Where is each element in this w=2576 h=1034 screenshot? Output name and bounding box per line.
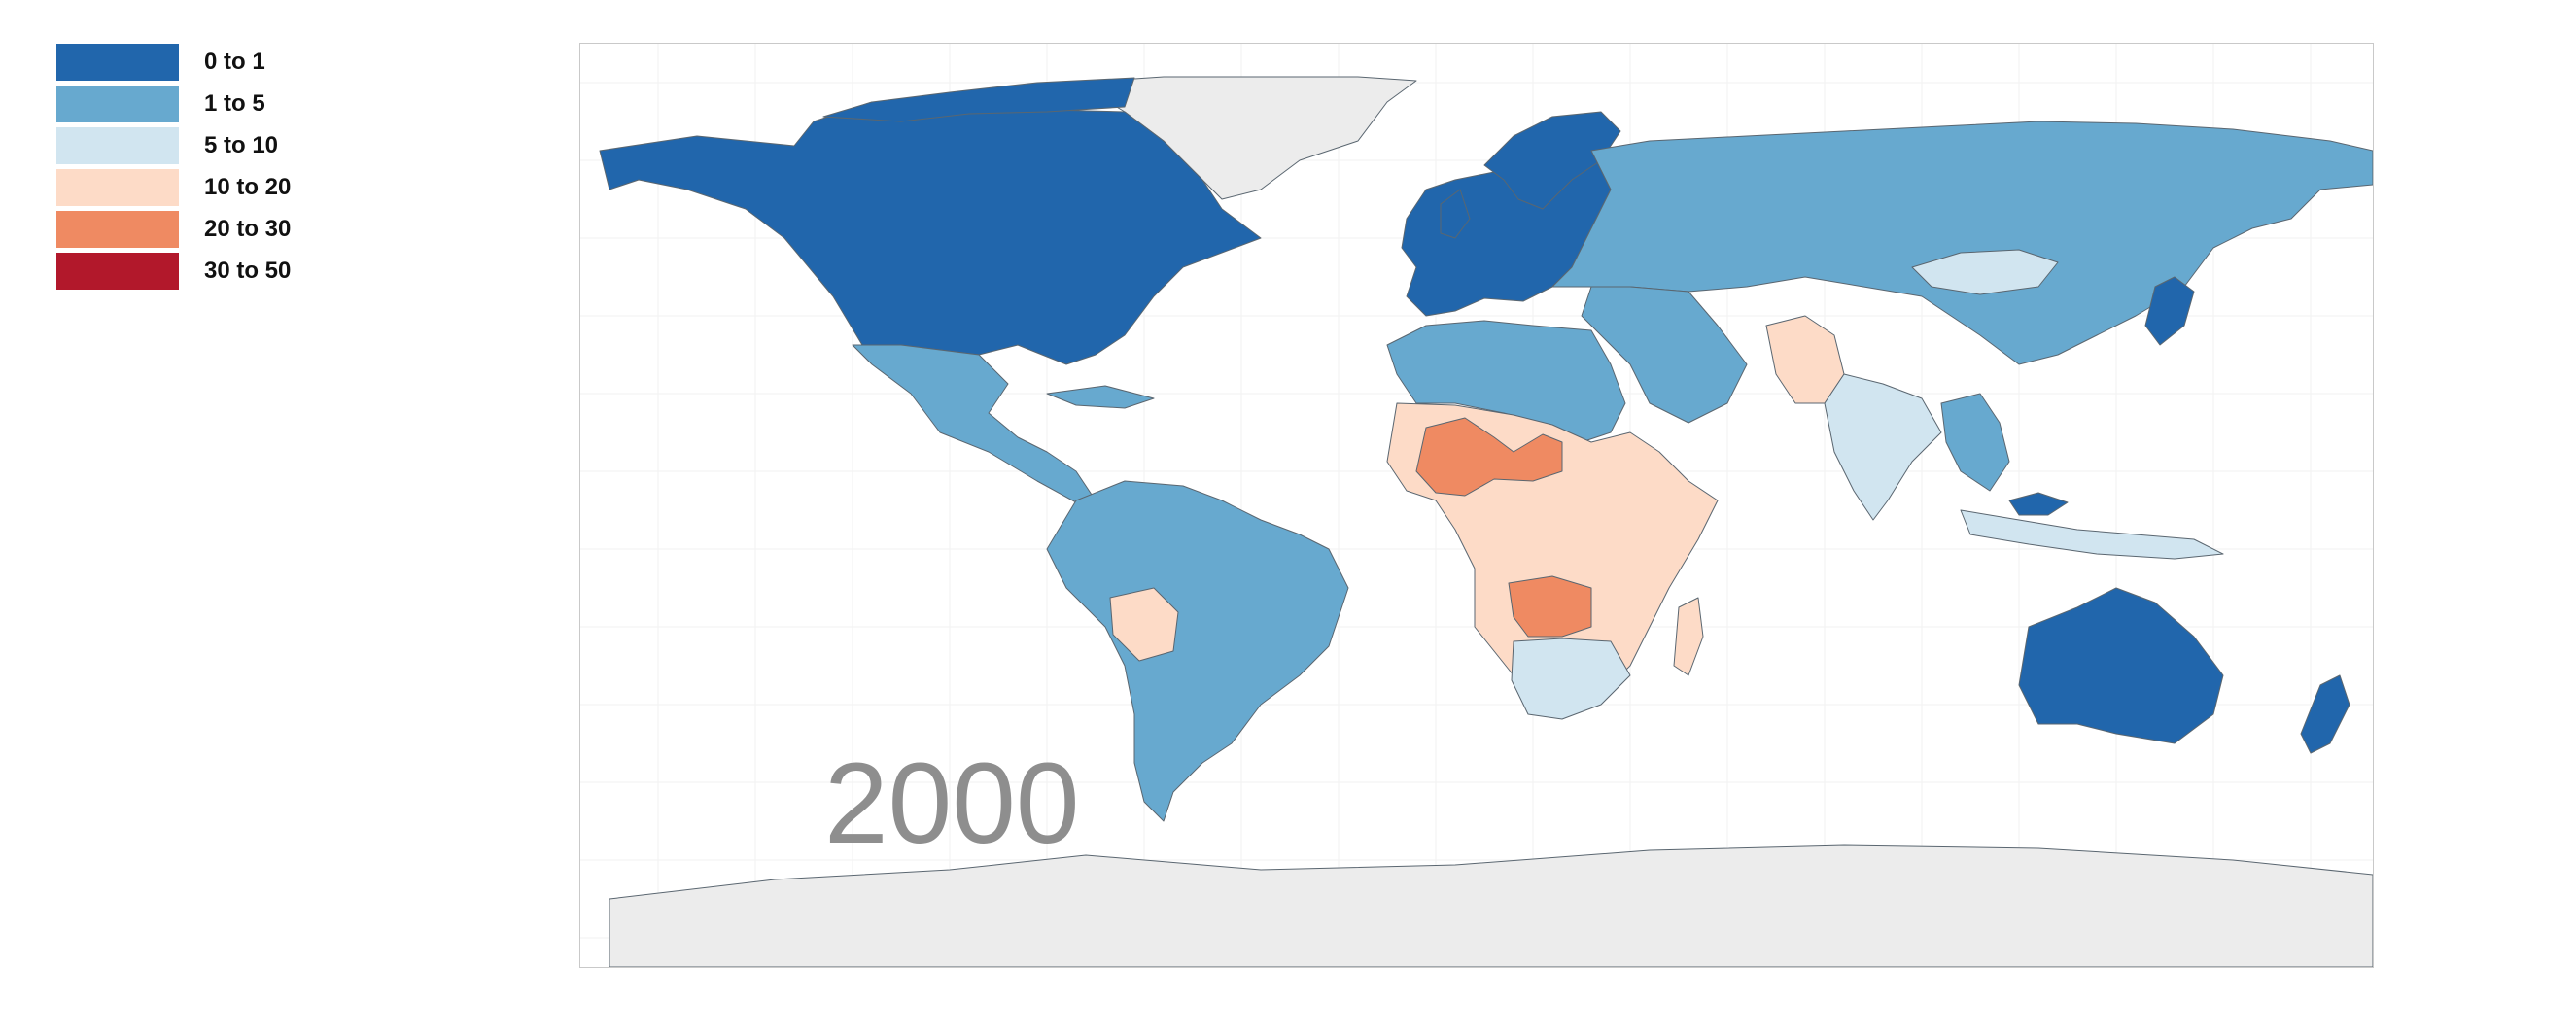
legend-swatch bbox=[56, 43, 179, 81]
region-antarctica bbox=[609, 844, 2373, 967]
region-madagascar bbox=[1673, 597, 1704, 676]
map-canvas bbox=[580, 44, 2373, 967]
year-label: 2000 bbox=[824, 740, 1080, 868]
legend-swatch bbox=[56, 210, 179, 248]
world-map bbox=[579, 43, 2374, 968]
region-sahel-high bbox=[1415, 417, 1563, 497]
legend-swatch bbox=[56, 126, 179, 164]
region-southeast-asia bbox=[1940, 393, 2010, 492]
legend-swatch bbox=[56, 168, 179, 206]
legend-item-10-to-20: 10 to 20 bbox=[56, 166, 291, 208]
region-pakistan-afghanistan bbox=[1765, 315, 1845, 404]
region-malaysia bbox=[2008, 492, 2069, 516]
region-south-america bbox=[1046, 480, 1349, 822]
region-angola bbox=[1508, 575, 1592, 638]
region-north-africa bbox=[1386, 320, 1626, 443]
region-mexico bbox=[852, 344, 1097, 503]
region-british-isles bbox=[1440, 189, 1471, 239]
region-southern-africa bbox=[1511, 638, 1631, 720]
region-india bbox=[1824, 373, 1942, 521]
legend-label: 5 to 10 bbox=[204, 131, 279, 158]
legend-label: 30 to 50 bbox=[204, 257, 292, 284]
legend-item-1-to-5: 1 to 5 bbox=[56, 83, 291, 124]
legend-item-5-to-10: 5 to 10 bbox=[56, 124, 291, 166]
legend-label: 1 to 5 bbox=[204, 89, 265, 117]
region-caribbean bbox=[1046, 385, 1155, 409]
region-japan bbox=[2144, 276, 2195, 346]
region-australia bbox=[2018, 587, 2224, 744]
region-indonesia bbox=[1960, 509, 2224, 560]
map-legend: 0 to 1 1 to 5 5 to 10 10 to 20 20 to 30 … bbox=[56, 41, 291, 292]
region-middle-east bbox=[1581, 286, 1748, 424]
legend-label: 10 to 20 bbox=[204, 173, 292, 200]
legend-item-30-to-50: 30 to 50 bbox=[56, 250, 291, 292]
region-north-america bbox=[599, 101, 1262, 365]
region-arctic-islands bbox=[822, 77, 1135, 122]
legend-swatch bbox=[56, 85, 179, 122]
legend-item-20-to-30: 20 to 30 bbox=[56, 208, 291, 250]
legend-label: 20 to 30 bbox=[204, 215, 292, 242]
legend-label: 0 to 1 bbox=[204, 48, 265, 75]
region-new-zealand bbox=[2300, 674, 2350, 754]
legend-item-0-to-1: 0 to 1 bbox=[56, 41, 291, 83]
legend-swatch bbox=[56, 252, 179, 290]
region-bolivia bbox=[1109, 587, 1179, 662]
region-mongolia bbox=[1911, 249, 2059, 295]
